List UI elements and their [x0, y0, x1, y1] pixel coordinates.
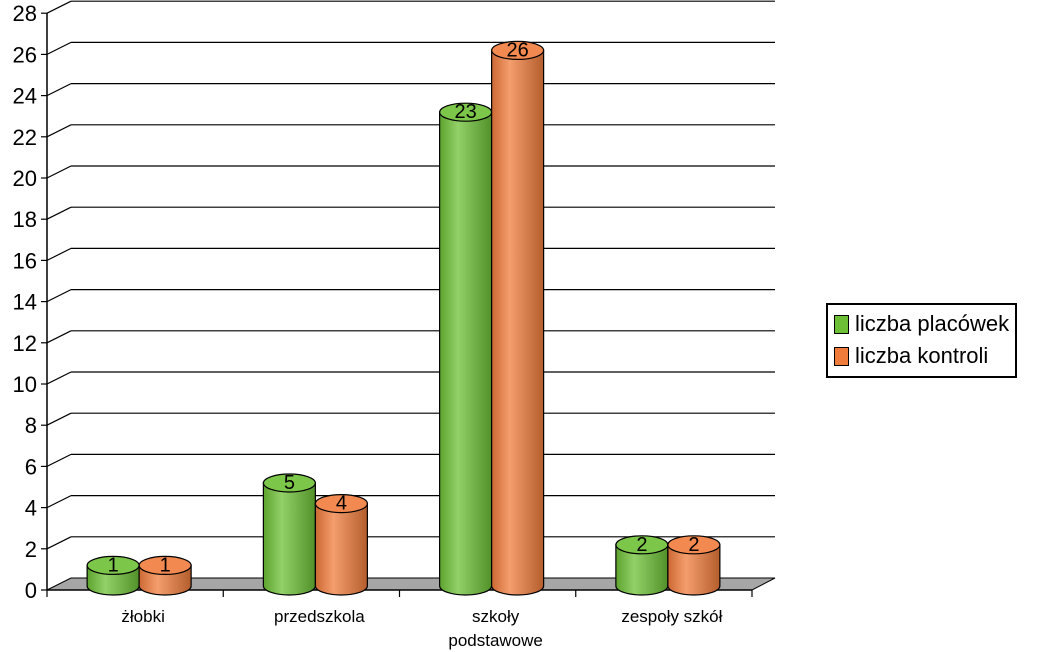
legend-swatch-series-1 — [834, 314, 849, 334]
y-tick-label-16: 16 — [13, 248, 37, 273]
gridline-diagonal-16 — [46, 247, 72, 261]
bar-0-2 — [439, 111, 493, 596]
gridline-diagonal-22 — [46, 124, 72, 138]
y-tick-label-2: 2 — [25, 537, 37, 562]
category-label-0: żłobki — [121, 607, 164, 626]
data-label-0-0: 1 — [108, 554, 119, 576]
gridline-diagonal-14 — [46, 289, 72, 303]
data-label-0-3: 2 — [636, 534, 647, 556]
gridline-diagonal-6 — [46, 453, 72, 467]
gridline-diagonal-24 — [46, 83, 72, 97]
data-label-0-2: 23 — [455, 101, 477, 123]
bar-top-1-0 — [138, 555, 192, 576]
category-label-2: szkoły podstawowe — [448, 607, 543, 650]
y-tick-label-6: 6 — [25, 454, 37, 479]
gridline-diagonal-2 — [46, 536, 72, 550]
bar-top-1-3 — [667, 535, 721, 555]
gridline-diagonal-20 — [46, 165, 72, 179]
bar-0-1 — [262, 482, 316, 596]
y-tick-label-26: 26 — [13, 42, 37, 67]
bar-1-1 — [314, 503, 368, 596]
y-tick-label-10: 10 — [13, 372, 37, 397]
legend: liczba placówek liczba kontroli — [826, 303, 1018, 378]
legend-label-series-2: liczba kontroli — [855, 343, 989, 368]
category-label-3: zespoły szkół — [621, 607, 722, 626]
gridline-diagonal-28 — [46, 0, 72, 14]
y-tick-label-12: 12 — [13, 331, 37, 356]
bar-1-3 — [667, 544, 721, 596]
data-label-1-1: 4 — [336, 493, 347, 515]
data-label-1-0: 1 — [160, 554, 171, 576]
y-tick-label-22: 22 — [13, 125, 37, 150]
bar-top-0-1 — [262, 473, 316, 493]
gridline-diagonal-12 — [46, 330, 72, 344]
gridline-diagonal-26 — [46, 41, 72, 55]
y-tick-label-18: 18 — [13, 207, 37, 232]
legend-item-series-1: liczba placówek — [834, 308, 1009, 340]
data-label-1-2: 26 — [507, 39, 529, 61]
bar-1-2 — [491, 49, 545, 596]
data-label-1-3: 2 — [688, 534, 699, 556]
legend-item-series-2: liczba kontroli — [834, 340, 1009, 372]
y-tick-label-20: 20 — [13, 166, 37, 191]
y-tick-label-8: 8 — [25, 413, 37, 438]
gridline-diagonal-10 — [46, 371, 72, 385]
category-label-1: przedszkola — [274, 607, 365, 626]
bar-top-1-1 — [314, 494, 368, 514]
gridline-diagonal-18 — [46, 206, 72, 220]
gridline-diagonal-4 — [46, 495, 72, 509]
legend-swatch-series-2 — [834, 346, 849, 366]
data-label-0-1: 5 — [284, 472, 295, 494]
y-tick-label-4: 4 — [25, 496, 37, 521]
bar-0-3 — [615, 544, 669, 596]
y-tick-label-0: 0 — [25, 578, 37, 603]
y-tick-label-24: 24 — [13, 84, 37, 109]
gridline-diagonal-8 — [46, 412, 72, 426]
y-tick-label-28: 28 — [13, 1, 37, 26]
bar-top-1-2 — [491, 40, 545, 61]
y-tick-label-14: 14 — [13, 290, 37, 315]
legend-label-series-1: liczba placówek — [855, 311, 1010, 336]
